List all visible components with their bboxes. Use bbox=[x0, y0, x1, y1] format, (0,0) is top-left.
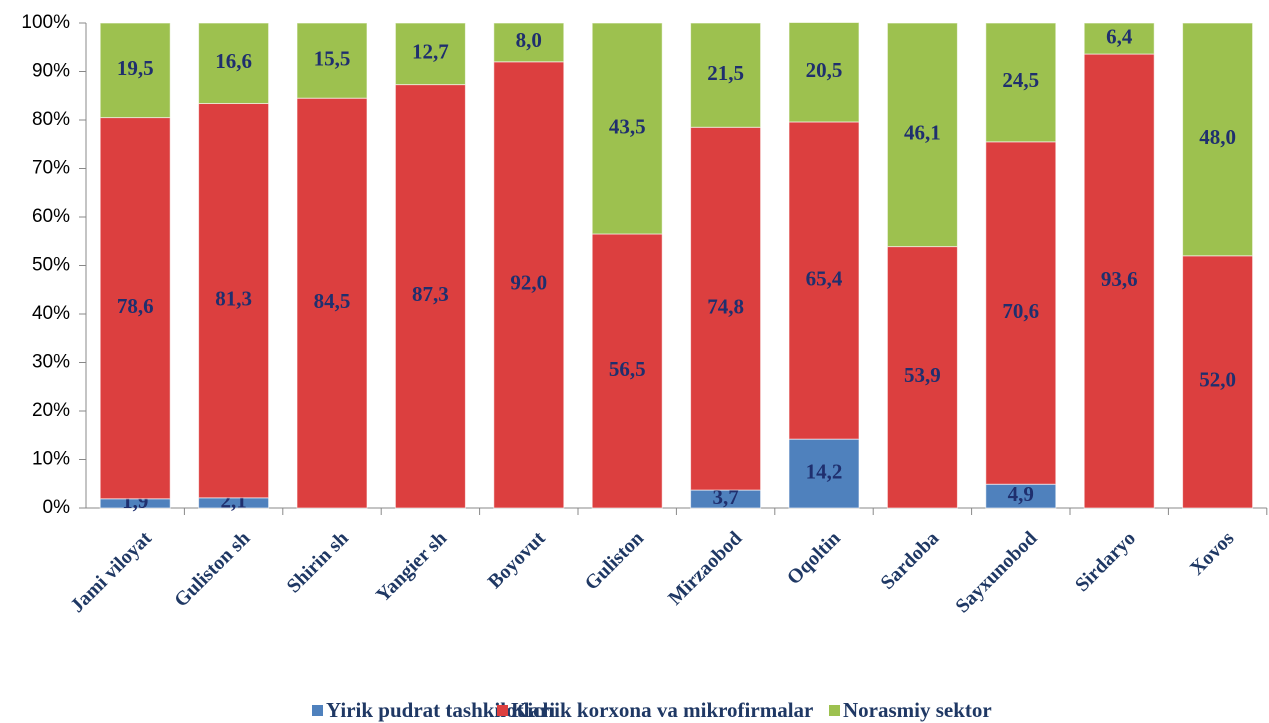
y-tick-label: 50% bbox=[32, 255, 70, 276]
value-label: 93,6 bbox=[1101, 267, 1138, 291]
value-label: 20,5 bbox=[806, 58, 843, 82]
x-tick-label: Shirin sh bbox=[283, 527, 353, 597]
bar-segment bbox=[1083, 22, 1155, 55]
value-label: 14,2 bbox=[806, 459, 843, 483]
value-label: 56,5 bbox=[609, 357, 646, 381]
y-tick-label: 100% bbox=[21, 12, 70, 33]
x-tick-label: Guliston sh bbox=[170, 527, 254, 611]
y-tick-label: 80% bbox=[32, 109, 70, 130]
y-tick-label: 0% bbox=[43, 497, 71, 518]
value-label: 19,5 bbox=[117, 56, 154, 80]
x-tick-label: Sirdaryo bbox=[1071, 527, 1140, 596]
value-label: 46,1 bbox=[904, 121, 941, 145]
legend-label: Norasmiy sektor bbox=[843, 698, 992, 722]
value-label: 81,3 bbox=[215, 286, 252, 310]
bar-segment bbox=[886, 22, 958, 248]
value-label: 65,4 bbox=[806, 266, 843, 290]
bar-segment bbox=[788, 22, 860, 123]
bar-segment bbox=[591, 233, 663, 509]
value-label: 84,5 bbox=[314, 289, 351, 313]
bar-segment bbox=[99, 117, 171, 500]
x-tick-label: Jami viloyat bbox=[66, 527, 156, 617]
value-label: 4,9 bbox=[1008, 482, 1034, 506]
bar-segment bbox=[99, 22, 171, 119]
bar-segment bbox=[788, 121, 860, 440]
bar-segment bbox=[690, 22, 762, 128]
x-tick-label: Oqoltin bbox=[783, 527, 845, 589]
x-tick-label: Yangier sh bbox=[372, 527, 451, 606]
bar-segment bbox=[690, 126, 762, 491]
y-tick-label: 20% bbox=[32, 400, 70, 421]
x-tick-label: Guliston bbox=[581, 527, 648, 594]
bar-segment bbox=[1182, 255, 1254, 509]
bar-segment bbox=[788, 438, 860, 509]
legend-swatch bbox=[829, 705, 840, 716]
y-tick-label: 10% bbox=[32, 449, 70, 470]
value-label: 53,9 bbox=[904, 363, 941, 387]
legend-swatch bbox=[312, 705, 323, 716]
bar-segment bbox=[985, 141, 1057, 485]
value-label: 12,7 bbox=[412, 40, 449, 64]
value-label: 43,5 bbox=[609, 114, 646, 138]
bar-segment bbox=[296, 97, 368, 509]
value-label: 8,0 bbox=[516, 28, 542, 52]
value-label: 15,5 bbox=[314, 46, 351, 70]
bar-segment bbox=[1182, 22, 1254, 257]
bar-segment bbox=[886, 246, 958, 509]
bar-segment bbox=[1083, 53, 1155, 509]
value-label: 70,6 bbox=[1002, 299, 1039, 323]
value-label: 87,3 bbox=[412, 282, 449, 306]
legend-label: Yirik pudrat tashkilotlari bbox=[326, 698, 555, 722]
x-tick-label: Xovos bbox=[1186, 527, 1239, 580]
legend-label: Kichik korxona va mikrofirmalar bbox=[511, 698, 813, 722]
y-tick-label: 90% bbox=[32, 61, 70, 82]
x-tick-label: Boyovut bbox=[484, 527, 550, 593]
x-tick-label: Mirzaobod bbox=[664, 527, 746, 609]
value-label: 48,0 bbox=[1199, 125, 1236, 149]
bar-segment bbox=[198, 22, 270, 105]
value-label: 92,0 bbox=[510, 271, 547, 295]
legend-swatch bbox=[497, 705, 508, 716]
bar-segment bbox=[394, 84, 466, 509]
bar-segment bbox=[493, 61, 565, 509]
value-label: 78,6 bbox=[117, 294, 154, 318]
value-label: 52,0 bbox=[1199, 368, 1236, 392]
value-label: 16,6 bbox=[215, 49, 252, 73]
y-tick-label: 60% bbox=[32, 206, 70, 227]
bar-segment bbox=[985, 22, 1057, 143]
value-label: 24,5 bbox=[1002, 68, 1039, 92]
y-tick-label: 30% bbox=[32, 352, 70, 373]
bar-segment bbox=[394, 22, 466, 86]
y-tick-label: 40% bbox=[32, 303, 70, 324]
x-tick-label: Sayxunobod bbox=[951, 527, 1041, 617]
bar-segment bbox=[493, 22, 565, 63]
bar-segment bbox=[591, 22, 663, 235]
bar-segment bbox=[296, 22, 368, 99]
value-label: 21,5 bbox=[707, 61, 744, 85]
x-tick-label: Sardoba bbox=[877, 527, 944, 594]
y-tick-label: 70% bbox=[32, 158, 70, 179]
bar-segment bbox=[198, 103, 270, 499]
value-label: 6,4 bbox=[1106, 24, 1133, 48]
value-label: 74,8 bbox=[707, 294, 744, 318]
